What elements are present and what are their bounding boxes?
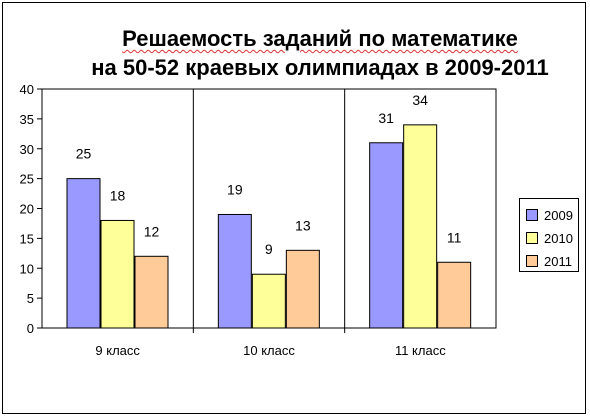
bar-2-0 bbox=[369, 142, 404, 329]
bar-value-label-1-0: 19 bbox=[227, 181, 243, 197]
bar-2-2 bbox=[437, 261, 472, 329]
legend-swatch-1 bbox=[526, 232, 538, 244]
y-tick-label-7: 35 bbox=[20, 112, 34, 127]
bar-value-label-1-1: 9 bbox=[265, 241, 273, 257]
legend-item-1: 2010 bbox=[526, 230, 573, 246]
bar-0-0 bbox=[66, 178, 101, 329]
bar-2-1 bbox=[403, 124, 438, 329]
y-tick-label-0: 0 bbox=[27, 321, 34, 336]
bar-value-label-0-2: 12 bbox=[144, 223, 160, 239]
y-tick-label-3: 15 bbox=[20, 231, 34, 246]
x-category-label-0: 9 класс bbox=[95, 343, 140, 358]
bar-value-label-0-1: 18 bbox=[110, 187, 126, 203]
bar-value-label-0-0: 25 bbox=[76, 146, 92, 162]
chart-title-line1: Решаемость заданий по математике bbox=[122, 26, 518, 51]
y-tick-label-2: 10 bbox=[20, 261, 34, 276]
bar-0-1 bbox=[100, 219, 135, 329]
bar-0-2 bbox=[134, 255, 169, 329]
y-tick-label-6: 30 bbox=[20, 142, 34, 157]
bar-value-label-2-0: 31 bbox=[378, 110, 394, 126]
bar-value-label-2-1: 34 bbox=[412, 92, 428, 108]
legend-item-0: 2009 bbox=[526, 207, 573, 223]
legend-swatch-0 bbox=[526, 209, 538, 221]
y-tick-label-1: 5 bbox=[27, 291, 34, 306]
y-tick-label-5: 25 bbox=[20, 172, 34, 187]
x-category-label-1: 10 класс bbox=[243, 343, 295, 358]
legend-label-1: 2010 bbox=[544, 230, 573, 246]
legend-label-2: 2011 bbox=[544, 253, 572, 269]
legend-item-2: 2011 bbox=[526, 253, 572, 269]
legend-swatch-2 bbox=[526, 255, 538, 267]
bar-1-1 bbox=[251, 273, 286, 329]
legend-label-0: 2009 bbox=[544, 207, 573, 223]
y-tick-label-4: 20 bbox=[20, 202, 34, 217]
bar-1-2 bbox=[285, 249, 320, 329]
chart-title: Решаемость заданий по математике на 50-5… bbox=[60, 24, 580, 82]
chart-title-line2: на 50-52 краевых олимпиадах в 2009-2011 bbox=[91, 55, 549, 80]
y-tick-label-8: 40 bbox=[20, 82, 34, 97]
bar-value-label-2-2: 11 bbox=[447, 229, 462, 245]
x-category-label-2: 11 класс bbox=[395, 343, 446, 358]
chart-legend: 2009 2010 2011 bbox=[519, 198, 579, 272]
bar-value-label-1-2: 13 bbox=[295, 217, 311, 233]
bar-1-0 bbox=[217, 213, 252, 329]
